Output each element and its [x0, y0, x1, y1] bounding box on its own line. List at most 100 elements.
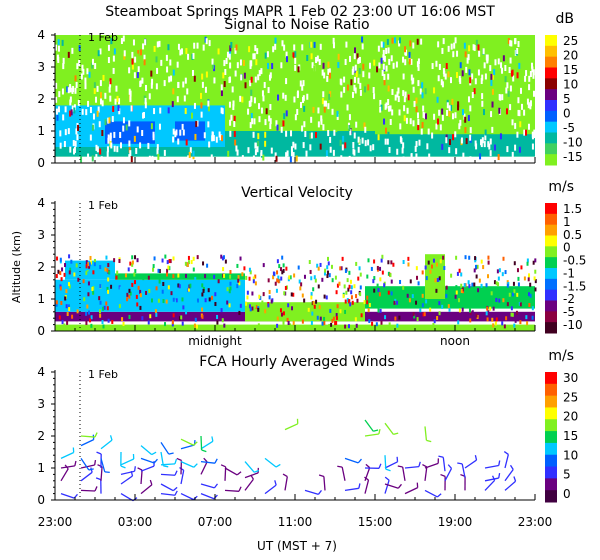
- data-speckle: [329, 72, 332, 79]
- data-speckle: [95, 144, 98, 151]
- y-tick-label: 3: [37, 228, 45, 242]
- data-speckle: [323, 72, 326, 79]
- wind-barb-flag: [94, 432, 98, 438]
- data-speckle: [167, 265, 170, 270]
- data-speckle: [128, 88, 131, 95]
- data-speckle: [508, 67, 511, 74]
- data-speckle: [223, 81, 226, 88]
- data-speckle: [404, 59, 407, 66]
- data-speckle: [270, 147, 273, 154]
- data-speckle: [383, 55, 386, 62]
- data-speckle: [108, 117, 111, 124]
- wind-barb-flag: [498, 473, 501, 479]
- data-speckle: [363, 122, 366, 129]
- data-speckle: [80, 73, 83, 80]
- data-speckle: [69, 267, 72, 272]
- wind-barb-flag: [96, 451, 102, 455]
- data-speckle: [459, 62, 462, 69]
- data-speckle: [419, 308, 422, 313]
- data-speckle: [417, 119, 420, 126]
- data-speckle: [220, 254, 223, 259]
- data-speckle: [170, 291, 173, 296]
- data-speckle: [442, 38, 445, 45]
- data-speckle: [402, 260, 405, 265]
- data-speckle: [172, 88, 175, 95]
- data-speckle: [113, 131, 116, 138]
- data-speckle: [340, 155, 343, 162]
- data-speckle: [208, 40, 211, 47]
- wind-barb: [504, 469, 514, 482]
- data-speckle: [112, 55, 115, 62]
- data-speckle: [55, 96, 58, 103]
- data-speckle: [468, 308, 471, 313]
- data-speckle: [380, 41, 383, 48]
- data-speckle: [447, 304, 450, 309]
- data-speckle: [285, 285, 288, 290]
- data-speckle: [166, 66, 169, 73]
- data-speckle: [469, 318, 472, 323]
- data-speckle: [107, 318, 110, 323]
- data-speckle: [124, 287, 127, 292]
- data-speckle: [279, 267, 282, 272]
- data-speckle: [310, 276, 313, 281]
- data-speckle: [379, 277, 382, 282]
- data-speckle: [93, 87, 96, 94]
- data-speckle: [413, 100, 416, 107]
- data-speckle: [523, 109, 526, 116]
- data-band: [365, 286, 535, 309]
- data-speckle: [323, 294, 326, 299]
- data-speckle: [533, 129, 536, 136]
- data-speckle: [327, 61, 330, 68]
- data-speckle: [527, 123, 530, 130]
- data-speckle: [455, 285, 458, 290]
- data-speckle: [182, 129, 185, 136]
- data-speckle: [459, 77, 462, 84]
- data-speckle: [59, 271, 62, 276]
- data-speckle: [529, 282, 532, 287]
- data-speckle: [74, 87, 77, 94]
- wind-barb: [284, 423, 299, 431]
- data-speckle: [158, 40, 161, 47]
- wind-barb: [200, 492, 215, 500]
- y-tick-label: 1: [37, 292, 45, 306]
- data-speckle: [237, 278, 240, 283]
- data-speckle: [144, 39, 147, 46]
- data-speckle: [364, 140, 367, 147]
- colorbar-tick-label: 10: [563, 448, 578, 462]
- data-speckle: [106, 151, 109, 158]
- data-speckle: [113, 48, 116, 55]
- wind-barb-flag: [133, 466, 136, 472]
- data-speckle: [423, 112, 426, 119]
- data-speckle: [164, 322, 167, 327]
- data-speckle: [292, 52, 295, 59]
- colorbar-tick-label: -1.5: [563, 279, 586, 293]
- data-speckle: [463, 283, 466, 288]
- data-speckle: [95, 154, 98, 161]
- colorbar-swatch: [545, 235, 557, 247]
- data-speckle: [194, 317, 197, 322]
- data-speckle: [514, 318, 517, 323]
- data-speckle: [99, 92, 102, 99]
- data-speckle: [409, 118, 412, 125]
- wind-barb-flag: [457, 462, 463, 465]
- data-speckle: [290, 292, 293, 297]
- data-speckle: [183, 95, 186, 102]
- data-speckle: [285, 152, 288, 159]
- data-speckle: [231, 86, 234, 93]
- colorbar-tick-label: 0: [563, 107, 571, 121]
- data-speckle: [247, 108, 250, 115]
- data-speckle: [499, 133, 502, 140]
- data-speckle: [461, 109, 464, 116]
- data-speckle: [432, 258, 435, 263]
- wind-barb: [384, 483, 399, 489]
- data-speckle: [383, 74, 386, 81]
- data-speckle: [429, 269, 432, 274]
- data-speckle: [272, 275, 275, 280]
- data-speckle: [272, 46, 275, 53]
- data-speckle: [304, 131, 307, 138]
- data-speckle: [516, 72, 519, 79]
- data-speckle: [131, 63, 134, 70]
- wind-barb: [140, 484, 153, 495]
- colorbar-swatch: [545, 442, 557, 456]
- data-speckle: [153, 256, 156, 261]
